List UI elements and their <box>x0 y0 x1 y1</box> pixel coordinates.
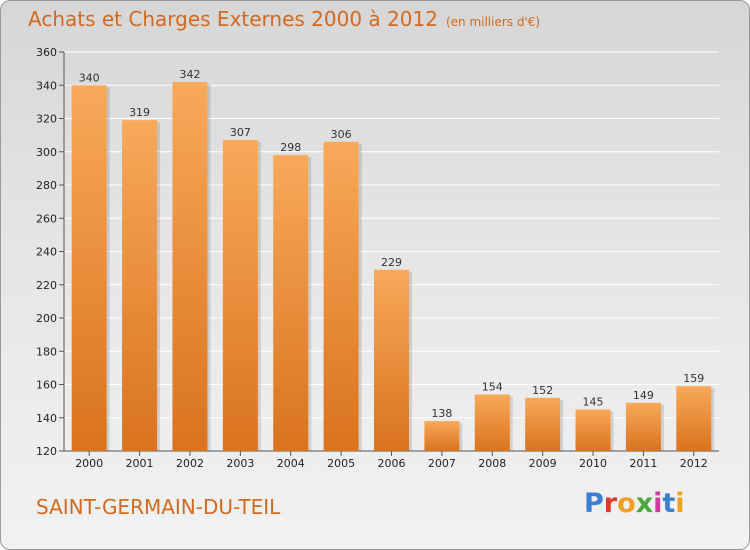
y-tick-label: 360 <box>36 46 57 59</box>
y-tick-label: 160 <box>36 379 57 392</box>
bar <box>575 409 611 451</box>
brand-letter: x <box>635 488 654 519</box>
bar <box>222 140 258 452</box>
bar <box>474 394 510 451</box>
y-tick-label: 120 <box>36 445 57 458</box>
chart-title: Achats et Charges Externes 2000 à 2012 (e… <box>28 7 540 31</box>
x-tick-label: 2004 <box>277 457 305 470</box>
brand-letter: o <box>617 488 636 519</box>
bar <box>374 269 409 451</box>
proxiti-logo[interactable]: Proxiti <box>584 488 685 519</box>
x-tick-label: 2002 <box>176 457 204 470</box>
x-tick-label: 2009 <box>529 457 557 470</box>
x-tick-label: 2000 <box>75 457 103 470</box>
chart-title-text: Achats et Charges Externes 2000 à 2012 <box>28 7 438 31</box>
y-tick-label: 200 <box>36 312 57 325</box>
data-label: 152 <box>532 384 553 397</box>
y-tick-label: 220 <box>36 279 57 292</box>
brand-letter: t <box>662 488 676 519</box>
x-tick-label: 2008 <box>478 457 506 470</box>
bar <box>676 386 712 451</box>
brand-letter: P <box>584 488 604 519</box>
data-label: 149 <box>633 389 654 402</box>
x-tick-label: 2007 <box>428 457 456 470</box>
y-tick-label: 180 <box>36 345 57 358</box>
x-tick-label: 2003 <box>226 457 254 470</box>
y-tick-label: 300 <box>36 146 57 159</box>
chart-subtitle: (en milliers d'€) <box>445 15 541 29</box>
data-label: 307 <box>230 126 251 139</box>
y-tick-label: 260 <box>36 212 57 225</box>
y-tick-label: 280 <box>36 179 57 192</box>
brand-letter: r <box>603 488 618 519</box>
bar <box>625 402 661 451</box>
bar <box>273 155 309 451</box>
x-tick-label: 2005 <box>327 457 355 470</box>
bar <box>525 397 561 451</box>
y-tick-label: 340 <box>36 79 57 92</box>
data-label: 145 <box>583 395 604 408</box>
data-label: 319 <box>129 106 150 119</box>
location-label: SAINT-GERMAIN-DU-TEIL <box>36 495 281 519</box>
data-label: 340 <box>79 71 100 84</box>
data-label: 342 <box>179 68 200 81</box>
brand-letter: i <box>653 488 663 519</box>
bar <box>424 421 460 451</box>
data-label: 229 <box>381 256 402 269</box>
data-label: 159 <box>683 372 704 385</box>
data-label: 154 <box>482 380 503 393</box>
x-tick-label: 2010 <box>579 457 607 470</box>
data-label: 306 <box>331 128 352 141</box>
data-label: 138 <box>431 407 452 420</box>
y-tick-label: 240 <box>36 246 57 259</box>
x-tick-label: 2011 <box>629 457 657 470</box>
brand-letter: i <box>675 488 685 519</box>
bar <box>172 81 208 452</box>
y-tick-label: 320 <box>36 113 57 126</box>
x-tick-label: 2012 <box>680 457 708 470</box>
bar <box>122 120 158 451</box>
bar <box>71 85 107 451</box>
data-label: 298 <box>280 141 301 154</box>
y-tick-label: 140 <box>36 412 57 425</box>
x-tick-label: 2006 <box>378 457 406 470</box>
bar <box>323 141 359 451</box>
x-tick-label: 2001 <box>126 457 154 470</box>
